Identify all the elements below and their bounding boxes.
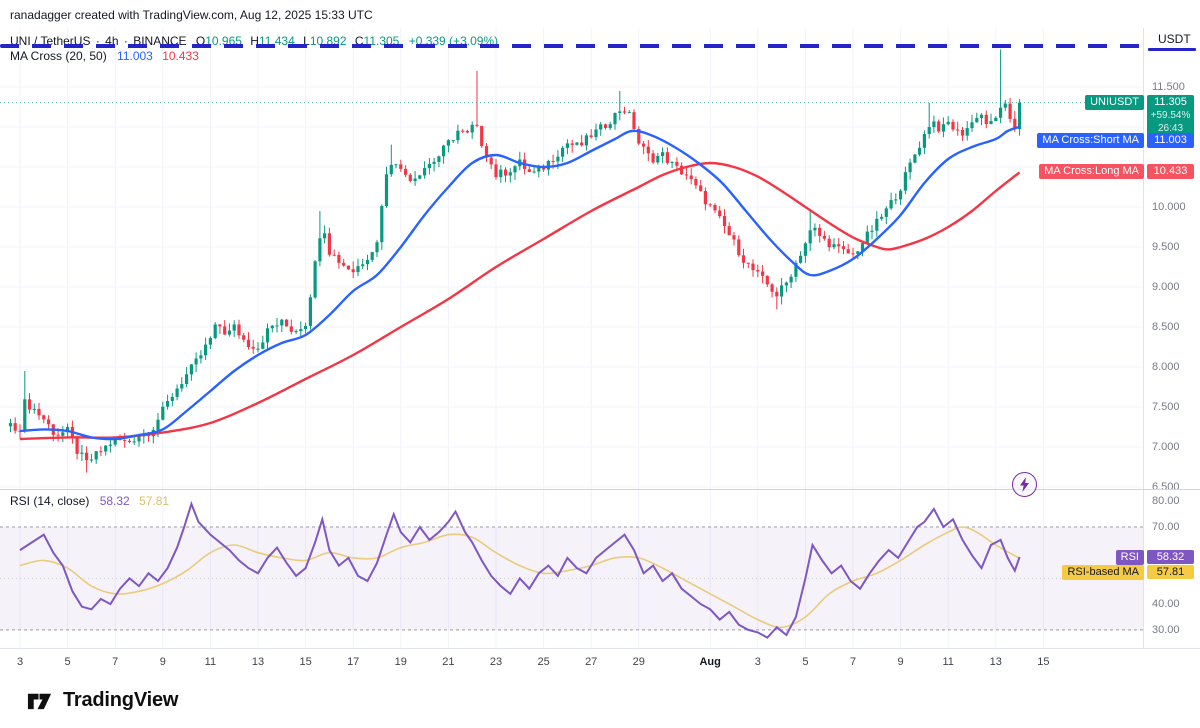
symbol-chip: UNIUSDT [1085, 94, 1144, 110]
time-tick-label: 13 [251, 656, 265, 668]
long-ma-value: 10.433 [162, 49, 199, 63]
rsi-value: 58.32 [99, 494, 130, 508]
price-pane[interactable] [0, 28, 1143, 490]
price-tick-label: 8.500 [1152, 321, 1180, 333]
time-tick-label: 5 [802, 656, 809, 668]
dashed-trendline-annotation[interactable] [0, 44, 1143, 48]
time-tick-label: 19 [394, 656, 407, 668]
time-tick-label: 13 [989, 656, 1002, 668]
tradingview-logo-text: TradingView [63, 689, 179, 711]
time-scale[interactable]: 3 5 7 9 11 13 15 17 19 21 23 25 27 29 Aug 3 5 7 9 11 13 15 [0, 648, 1200, 677]
high-label: H [250, 34, 259, 48]
tradingview-logo-icon [27, 693, 52, 710]
ma-cross-legend[interactable]: MA Cross (20, 50) 11.003 10.433 [10, 49, 199, 63]
open-label: O [195, 34, 206, 48]
low-label: L [303, 34, 310, 48]
candlestick-canvas [0, 28, 1143, 490]
rsi-title: RSI (14, close) [10, 494, 90, 508]
price-tick-label: 11.500 [1152, 81, 1185, 93]
long-ma-badge[interactable]: MA Cross:Long MA 10.433 [1039, 164, 1194, 180]
time-tick-label: 29 [632, 656, 645, 668]
bar-countdown: 26:43 [1157, 122, 1184, 134]
time-tick-label: 21 [442, 656, 455, 668]
attribution-bar: ranadagger created with TradingView.com,… [0, 0, 1200, 28]
tradingview-logo[interactable]: TradingView [26, 687, 178, 714]
price-tick-label: 7.000 [1152, 441, 1180, 453]
rsi-legend[interactable]: RSI (14, close) 58.32 57.81 [10, 494, 169, 508]
rsi-pane[interactable] [0, 490, 1143, 648]
time-tick-month: Aug [699, 656, 721, 668]
rsi-tick-label: 80.00 [1152, 495, 1180, 508]
lightning-bolt-glyph [1020, 477, 1029, 492]
time-tick-label: 11 [942, 656, 954, 668]
last-price-valuebox: 11.305 +59.54% 26:43 [1147, 94, 1194, 136]
time-tick-label: 9 [159, 656, 166, 668]
time-tick-label: 17 [347, 656, 360, 668]
price-tick-label: 7.500 [1152, 401, 1180, 413]
time-tick-label: 27 [585, 656, 598, 668]
ma-cross-title: MA Cross (20, 50) [10, 49, 107, 63]
time-tick-label: 9 [897, 656, 904, 668]
rsi-ma-badge[interactable]: RSI-based MA 57.81 [1062, 565, 1194, 581]
price-tick-label: 8.000 [1152, 361, 1180, 373]
price-tick-label: 9.000 [1152, 281, 1180, 293]
rsi-ma-value: 57.81 [139, 494, 170, 508]
short-ma-value: 11.003 [117, 49, 153, 63]
time-tick-label: 3 [16, 656, 24, 668]
rsi-badge[interactable]: RSI 58.32 [1115, 550, 1194, 566]
rsi-tick-label: 30.00 [1152, 623, 1180, 636]
time-tick-label: 15 [299, 656, 312, 668]
time-tick-label: 7 [112, 656, 119, 668]
short-ma-badge[interactable]: MA Cross:Short MA 11.003 [1037, 132, 1194, 148]
attribution-text: ranadagger created with TradingView.com,… [10, 8, 373, 22]
time-tick-label: 5 [64, 656, 71, 668]
price-tick-label: 10.000 [1152, 201, 1186, 213]
currency-label: USDT [1158, 32, 1191, 46]
time-tick-label: 23 [489, 656, 503, 668]
pane-divider[interactable] [0, 489, 1200, 490]
change-percent: +59.54% [1150, 109, 1191, 121]
price-tick-label: 6.500 [1152, 481, 1180, 493]
footer: TradingView [0, 677, 1200, 728]
time-tick-label: 3 [754, 656, 761, 668]
chart-area[interactable]: UNI / TetherUS · 4h · BINANCE O10.965 H1… [0, 28, 1200, 648]
time-tick-label: 15 [1037, 656, 1050, 668]
rsi-tick-label: 70.00 [1152, 521, 1180, 533]
time-tick-label: 11 [204, 656, 217, 668]
boost-lightning-icon[interactable] [1012, 472, 1037, 497]
rsi-canvas [0, 490, 1143, 648]
last-price-badge[interactable]: UNIUSDT 11.305 +59.54% 26:43 [1085, 94, 1194, 136]
time-tick-label: 25 [537, 656, 550, 668]
rsi-tick-label: 40.00 [1152, 598, 1180, 611]
time-tick-label: 7 [849, 656, 857, 668]
close-label: C [354, 34, 364, 48]
annotation-line-end [1148, 48, 1196, 51]
price-tick-label: 9.500 [1152, 241, 1180, 253]
